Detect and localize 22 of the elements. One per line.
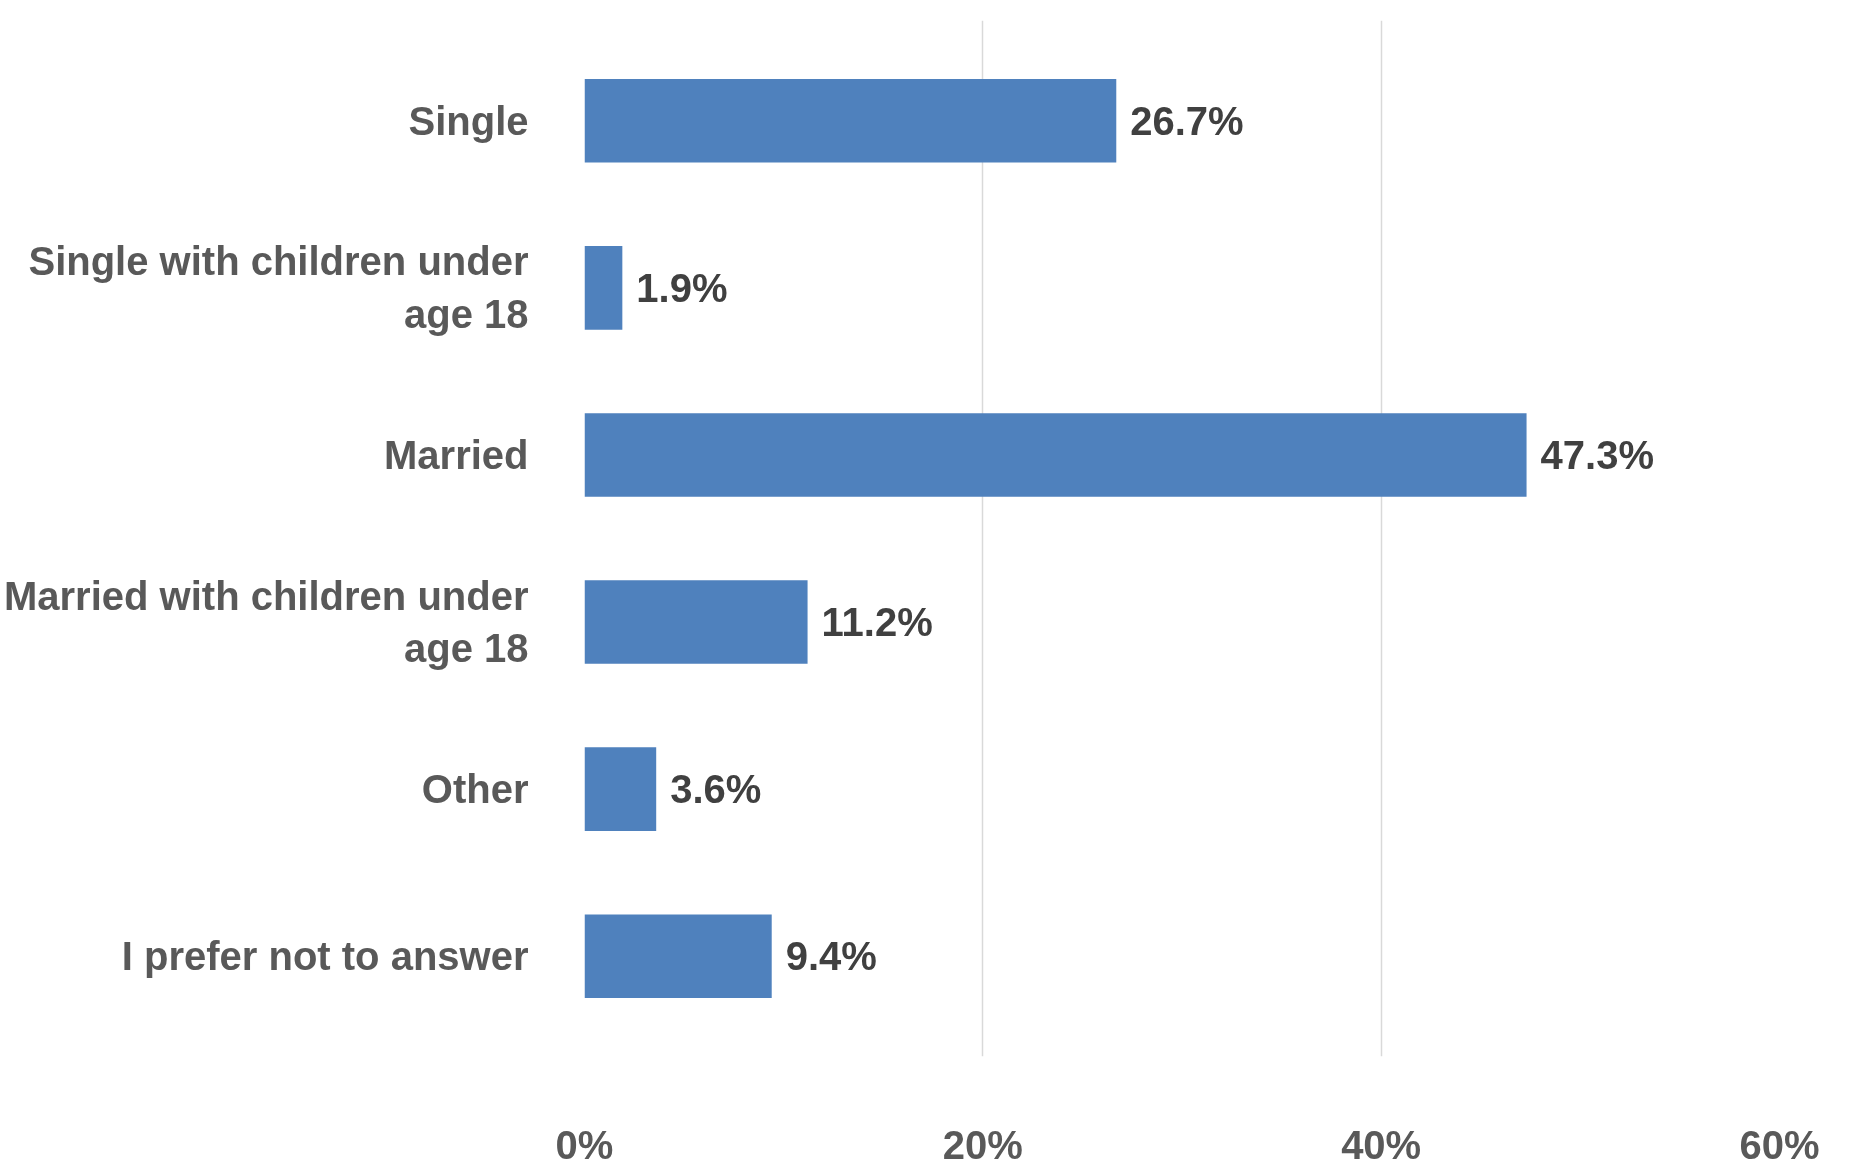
y-tick-label: Single with children under age 18: [28, 239, 529, 337]
bar: [584, 747, 657, 831]
data-label: 1.9%: [636, 265, 728, 310]
data-label: 26.7%: [1130, 98, 1244, 143]
x-tick-label: 0%: [555, 1122, 614, 1167]
y-tick-label: Married: [384, 432, 529, 477]
bar: [584, 246, 623, 330]
y-tick-label: I prefer not to answer: [121, 934, 529, 979]
x-tick-label: 20%: [942, 1122, 1023, 1167]
x-tick-label: 40%: [1341, 1122, 1422, 1167]
bar: [584, 78, 1117, 163]
bar: [584, 914, 772, 999]
data-label: 3.6%: [670, 767, 762, 812]
y-tick-label: Married with children under age 18: [3, 573, 529, 671]
y-tick-label: Other: [421, 767, 529, 812]
data-label: 11.2%: [821, 600, 933, 645]
bar: [584, 580, 808, 664]
x-tick-label: 60%: [1739, 1122, 1820, 1167]
bar: [584, 413, 1527, 497]
data-label: 47.3%: [1540, 432, 1654, 477]
data-label: 9.4%: [785, 934, 877, 979]
y-tick-label: Single: [408, 98, 529, 143]
